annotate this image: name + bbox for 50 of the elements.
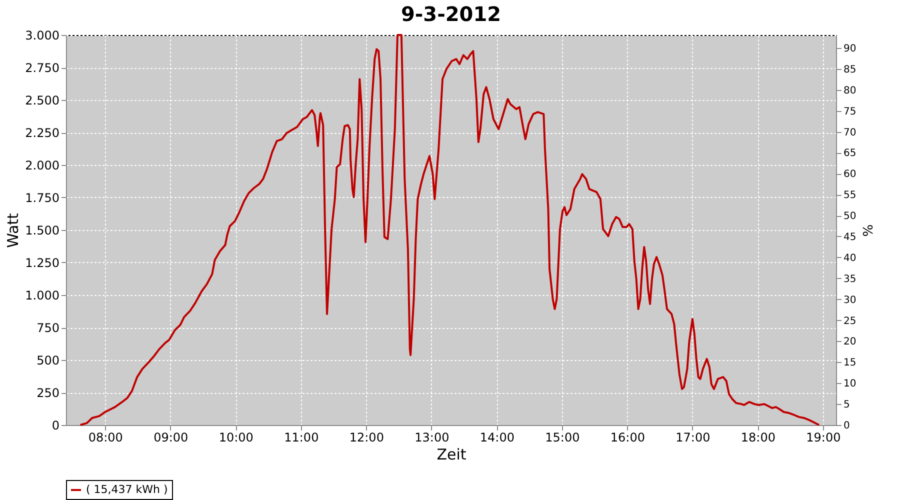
y2-tick-label: 0	[844, 420, 850, 432]
y-tick-label: 2.000	[25, 158, 60, 172]
y-tick-label: 2.250	[25, 126, 60, 140]
y2-tick-label: 20	[844, 336, 856, 348]
y-tick-label: 0	[52, 418, 60, 432]
y-tick-label: 3.000	[25, 28, 60, 42]
y2-tick-label: 55	[844, 190, 856, 202]
y-tick-label: 750	[36, 321, 60, 335]
y2-tick-label: 10	[844, 378, 856, 390]
y2-tick-label: 15	[844, 358, 856, 369]
y2-tick-label: 85	[844, 64, 856, 76]
y-tick-label: 1.750	[25, 191, 60, 205]
y2-tick-label: 80	[844, 85, 856, 96]
y2-tick-label: 70	[844, 127, 856, 138]
y-tick-label: 250	[36, 386, 60, 400]
x-tick-label: 19:00	[806, 430, 841, 444]
y-tick-label: 2.500	[25, 94, 60, 108]
y2-tick-label: 60	[844, 169, 856, 180]
x-tick-label: 16:00	[610, 430, 645, 444]
y-tick-label: 1.500	[25, 224, 60, 238]
y2-tick-label: 65	[844, 148, 856, 160]
x-tick-label: 15:00	[545, 430, 580, 444]
line-series	[79, 34, 820, 426]
y-tick-label: 500	[36, 354, 60, 368]
x-tick-label: 09:00	[154, 430, 188, 444]
y2-tick-label: 30	[844, 294, 856, 306]
y2-tick-label: 45	[844, 232, 856, 243]
x-axis-title: Zeit	[436, 446, 466, 464]
legend-label: ( 15,437 kWh )	[86, 483, 168, 496]
y2-tick-label: 40	[844, 252, 856, 264]
y2-tick-label: 75	[844, 106, 856, 118]
y-tick-label: 1.250	[25, 256, 60, 270]
x-tick-label: 10:00	[218, 430, 254, 444]
y-axis-title: Watt	[4, 212, 22, 248]
x-tick-label: 11:00	[284, 430, 319, 444]
y-tick-label: 1.000	[25, 288, 60, 302]
x-tick-label: 14:00	[480, 430, 514, 444]
chart-title: 9-3-2012	[400, 2, 502, 26]
y2-tick-label: 5	[844, 400, 850, 411]
y2-tick-label: 50	[844, 211, 856, 222]
y2-axis-title: %	[859, 224, 874, 237]
x-tick-label: 13:00	[414, 430, 450, 444]
x-tick-label: 18:00	[740, 430, 776, 444]
x-tick-label: 17:00	[676, 430, 710, 444]
y-tick-label: 2.750	[25, 61, 60, 75]
y2-tick-label: 25	[844, 316, 856, 327]
x-tick-label: 12:00	[349, 430, 384, 444]
y2-tick-label: 35	[844, 274, 856, 285]
x-tick-label: 08:00	[88, 430, 123, 444]
y2-tick-label: 90	[844, 43, 856, 54]
